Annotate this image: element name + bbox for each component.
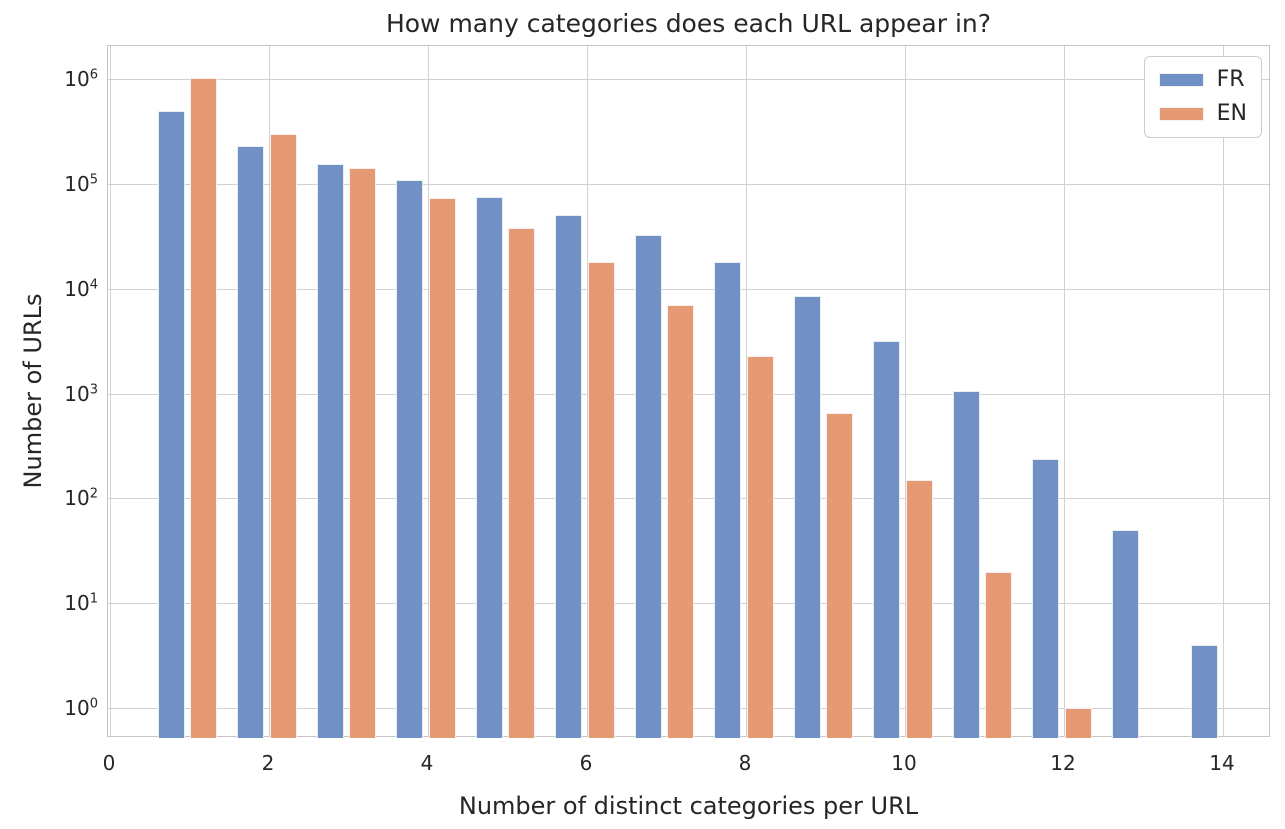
bar-en-8 <box>746 355 774 738</box>
v-gridline-2 <box>269 46 270 736</box>
legend: FR EN <box>1143 56 1262 138</box>
x-tick-label-2: 2 <box>261 751 275 775</box>
bar-en-7 <box>667 305 695 738</box>
y-tick-label-10e0: 100 <box>64 695 98 720</box>
legend-row-en: EN <box>1158 101 1247 126</box>
bar-en-12 <box>1064 707 1092 738</box>
bar-fr-13 <box>1111 529 1139 738</box>
x-tick-label-10: 10 <box>891 751 917 775</box>
y-tick-label-10e5: 105 <box>64 172 98 197</box>
x-tick-label-12: 12 <box>1050 751 1076 775</box>
bar-en-6 <box>587 262 615 738</box>
x-tick-label-6: 6 <box>579 751 593 775</box>
v-gridline-12 <box>1064 46 1065 736</box>
chart-title: How many categories does each URL appear… <box>385 9 992 38</box>
h-gridline-10e5 <box>108 184 1269 186</box>
bar-fr-8 <box>714 262 742 738</box>
v-gridline-0 <box>110 46 111 736</box>
v-gridline-4 <box>428 46 429 736</box>
y-tick-label-10e6: 106 <box>64 67 98 92</box>
en-legend-swatch <box>1158 107 1204 121</box>
v-gridline-8 <box>746 46 747 736</box>
x-tick-label-8: 8 <box>738 751 752 775</box>
legend-row-fr: FR <box>1158 67 1247 92</box>
y-tick-label-10e3: 103 <box>64 381 98 406</box>
bar-en-3 <box>349 167 377 738</box>
y-tick-label-10e1: 101 <box>64 591 98 615</box>
bar-fr-5 <box>475 196 503 738</box>
x-tick-label-14: 14 <box>1209 751 1235 775</box>
y-tick-label-10e4: 104 <box>64 276 98 301</box>
en-legend-label: EN <box>1216 101 1247 126</box>
plot-area: FR EN <box>107 45 1270 738</box>
bar-fr-7 <box>634 234 662 738</box>
bar-en-9 <box>826 413 854 738</box>
bar-fr-1 <box>157 110 185 738</box>
x-tick-label-4: 4 <box>420 751 434 775</box>
bar-en-10 <box>905 479 933 738</box>
x-axis-label: Number of distinct categories per URL <box>458 792 919 820</box>
fr-legend-swatch <box>1158 73 1204 87</box>
v-gridline-10 <box>905 46 906 736</box>
bar-fr-3 <box>316 164 344 738</box>
bar-fr-2 <box>237 146 265 738</box>
bar-fr-14 <box>1191 644 1219 738</box>
h-gridline-10e6 <box>108 79 1269 81</box>
bar-en-5 <box>508 228 536 738</box>
bar-fr-9 <box>793 296 821 738</box>
x-tick-label-0: 0 <box>102 751 116 775</box>
bar-fr-4 <box>396 179 424 738</box>
bar-en-4 <box>428 197 456 738</box>
y-tick-label-10e2: 102 <box>64 486 98 511</box>
bar-en-2 <box>269 134 297 738</box>
bar-fr-11 <box>952 391 980 738</box>
v-gridline-14 <box>1223 46 1224 736</box>
bar-en-1 <box>190 77 218 738</box>
bar-fr-10 <box>873 340 901 738</box>
bar-en-11 <box>985 571 1013 738</box>
fr-legend-label: FR <box>1216 67 1245 92</box>
bar-fr-12 <box>1032 458 1060 738</box>
bar-fr-6 <box>555 214 583 738</box>
v-gridline-6 <box>587 46 588 736</box>
h-gridline-10e4 <box>108 288 1269 290</box>
